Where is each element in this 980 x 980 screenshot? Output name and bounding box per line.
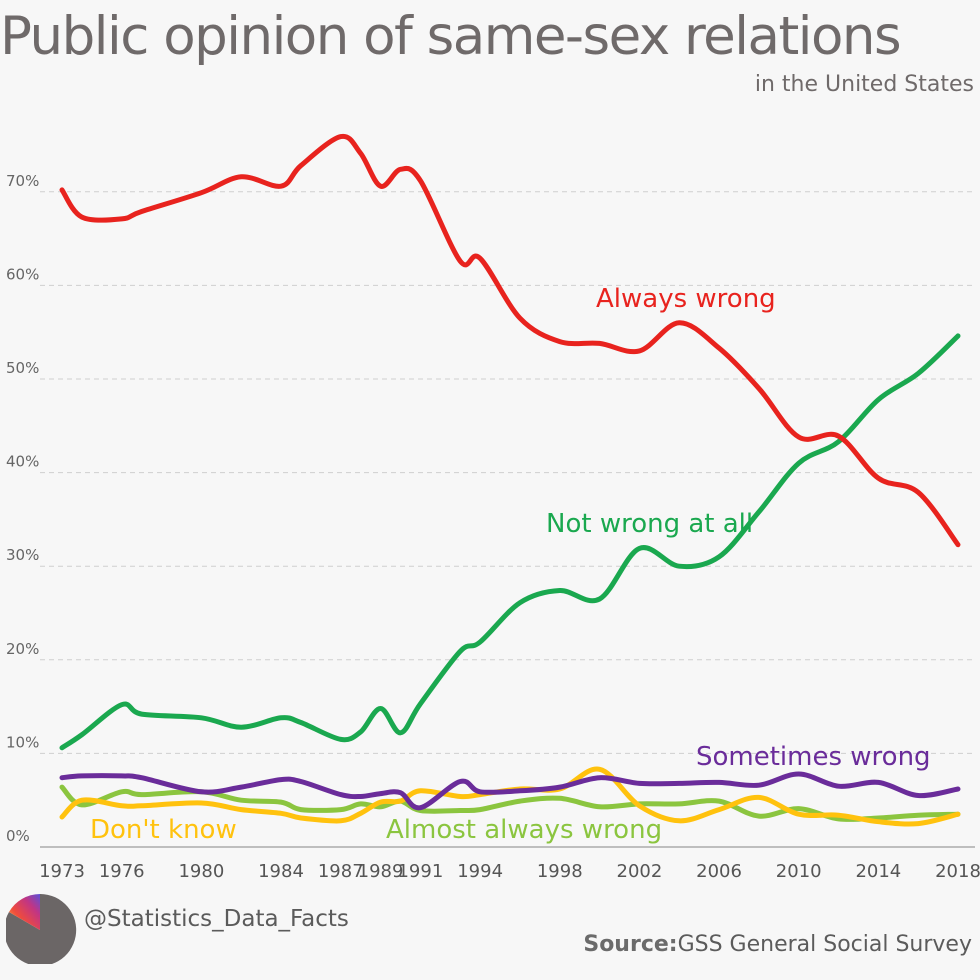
line-chart: 0% 10% 20% 30% 40% 50% 60% 70% 1973 1976 1980 1984 1… [6, 133, 980, 882]
series-line-not-wrong-at-all [59, 333, 961, 751]
x-tick-label: 1991 [397, 861, 443, 882]
series-label-almost-always-wrong: Almost always wrong [386, 815, 662, 845]
chart-title: Public opinion of same-sex relations [0, 6, 902, 67]
y-tick-label: 60% [6, 265, 39, 283]
y-tick-label: 40% [6, 453, 39, 471]
series-line-always-wrong [59, 133, 961, 548]
series-label-always-wrong: Always wrong [596, 284, 776, 314]
x-tick-label: 1998 [537, 861, 583, 882]
series-label-not-wrong-at-all: Not wrong at all [546, 509, 753, 539]
x-tick-label: 1973 [39, 861, 85, 882]
footer-handle: @Statistics_Data_Facts [84, 906, 349, 932]
source-label: Source: [583, 932, 678, 957]
x-tick-label: 2002 [617, 861, 663, 882]
x-tick-label: 2018 [935, 861, 980, 882]
x-tick-label: 1980 [178, 861, 224, 882]
footer-source: Source:GSS General Social Survey [583, 932, 972, 957]
x-tick-label: 2010 [776, 861, 822, 882]
x-tick-label: 1989 [358, 861, 404, 882]
x-tick-label: 2006 [696, 861, 742, 882]
x-tick-label: 1976 [99, 861, 145, 882]
series-line-don-t-know [59, 766, 961, 827]
logo-icon [6, 893, 77, 964]
y-tick-label: 30% [6, 546, 39, 564]
y-tick-label: 70% [6, 172, 39, 190]
source-text: GSS General Social Survey [677, 932, 972, 957]
x-tick-label: 1984 [258, 861, 304, 882]
y-tick-label: 10% [6, 733, 39, 751]
series-line-sometimes-wrong [59, 771, 961, 811]
y-tick-label: 0% [6, 827, 30, 845]
y-tick-label: 20% [6, 640, 39, 658]
x-tick-label: 1987 [318, 861, 364, 882]
x-tick-label: 2014 [855, 861, 901, 882]
x-tick-label: 1994 [457, 861, 503, 882]
chart-subtitle: in the United States [754, 72, 974, 97]
y-tick-label: 50% [6, 359, 39, 377]
series-label-sometimes-wrong: Sometimes wrong [696, 742, 931, 772]
series-label-don-t-know: Don't know [90, 815, 237, 845]
